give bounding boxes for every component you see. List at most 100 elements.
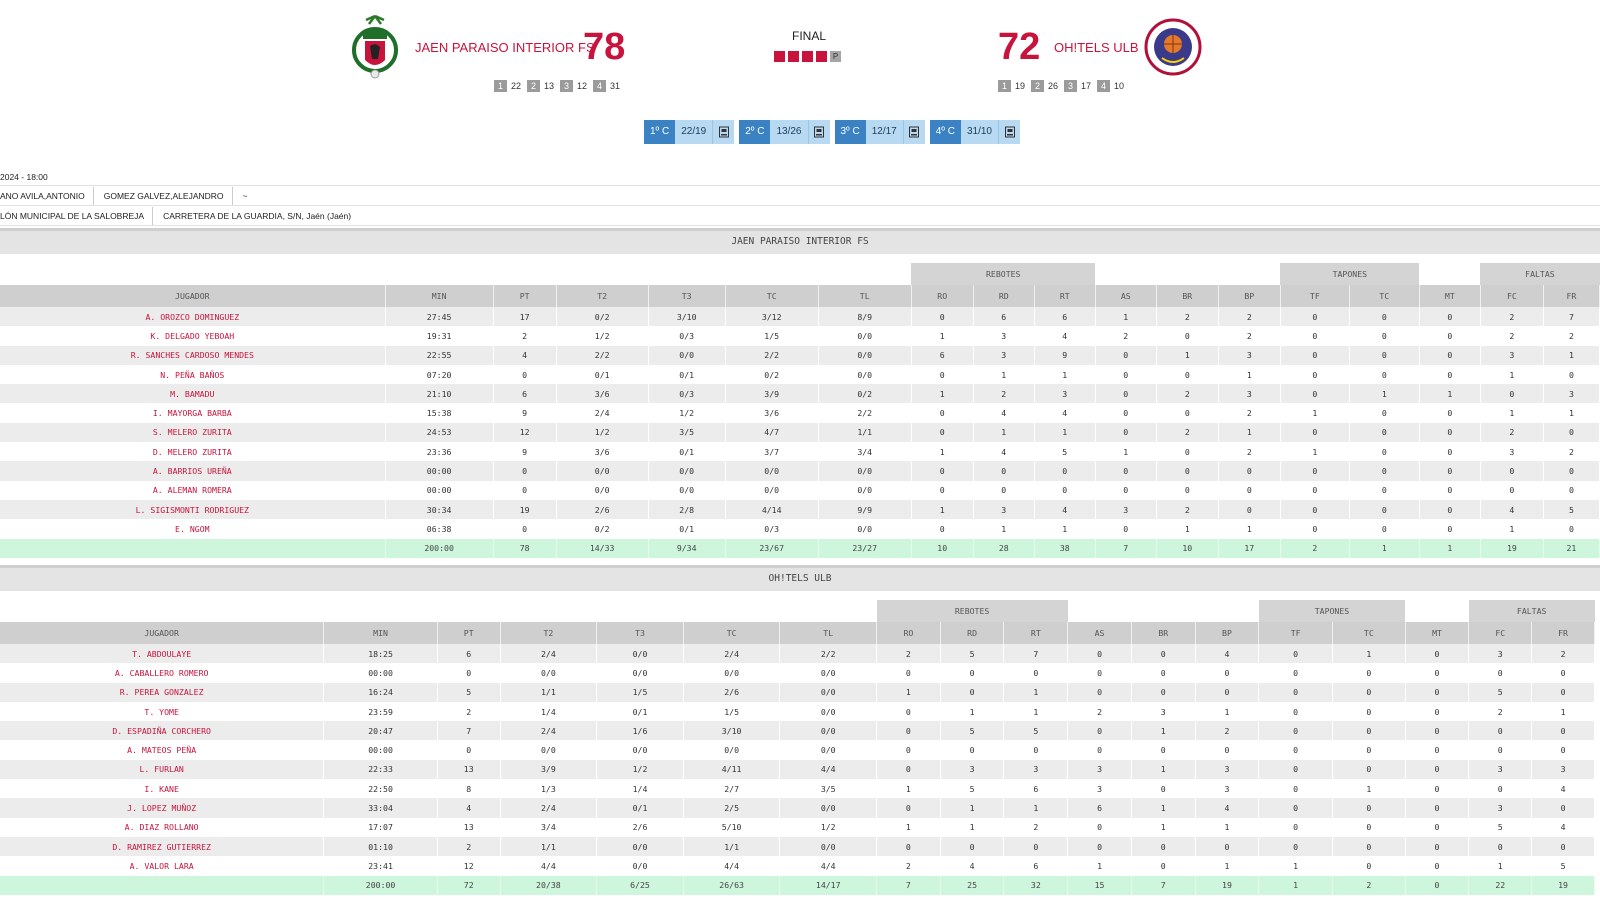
away-team-logo[interactable]: [1144, 18, 1202, 76]
player-name-link[interactable]: A. ALEMAN ROMERA: [0, 480, 386, 500]
tab-quarter-label: 4º C: [929, 120, 961, 144]
column-header-t2[interactable]: T2: [500, 622, 598, 644]
player-name-link[interactable]: D. MELERO ZURITA: [0, 442, 386, 462]
tab-quarter-2[interactable]: 2º C 13/26: [739, 120, 830, 144]
column-header-rd[interactable]: RD: [973, 285, 1035, 307]
column-header-tc[interactable]: TC: [725, 285, 819, 307]
column-header-t2[interactable]: T2: [556, 285, 649, 307]
column-header-br[interactable]: BR: [1131, 622, 1196, 644]
column-header-rt[interactable]: RT: [1003, 622, 1069, 644]
column-header-as[interactable]: AS: [1095, 285, 1157, 307]
column-header-pt[interactable]: PT: [437, 622, 501, 644]
player-name-link[interactable]: A. DIAZ ROLLANO: [0, 817, 325, 837]
stat-tc: 0: [1349, 461, 1420, 481]
column-header-tc[interactable]: TC: [683, 622, 781, 644]
player-name-link[interactable]: I. KANE: [0, 779, 325, 799]
stat-rd: 2: [973, 384, 1035, 404]
stat-fr: 1: [1543, 345, 1600, 365]
column-header-min[interactable]: MIN: [323, 622, 438, 644]
stat-ro: 0: [911, 364, 974, 385]
home-team-name[interactable]: JAEN PARAISO INTERIOR FS: [415, 40, 595, 55]
stat-tc: 0: [1349, 403, 1420, 423]
column-header-min[interactable]: MIN: [385, 285, 494, 307]
home-team-logo[interactable]: [352, 14, 398, 80]
stat-ro: 0: [911, 403, 974, 423]
stats-sheet-icon[interactable]: [998, 120, 1020, 144]
stat-mt: 0: [1405, 740, 1470, 760]
stats-sheet-icon[interactable]: [807, 120, 830, 144]
away-team-name[interactable]: OH!TELS ULB: [1054, 40, 1139, 55]
player-name-link[interactable]: A. OROZCO DOMINGUEZ: [0, 307, 386, 327]
stat-tc: 0: [1332, 721, 1406, 741]
stat-br: 1: [1156, 345, 1219, 365]
player-name-link[interactable]: A. MATEOS PEÑA: [0, 740, 325, 760]
column-header-jugador[interactable]: JUGADOR: [0, 622, 325, 644]
stat-br: 0: [1131, 856, 1196, 876]
total-t3: 9/34: [648, 538, 726, 558]
player-name-link[interactable]: M. BAMADU: [0, 384, 386, 404]
player-name-link[interactable]: L. FURLAN: [0, 759, 325, 780]
tab-quarter-3[interactable]: 3º C 12/17: [834, 120, 925, 144]
player-name-link[interactable]: S. MELERO ZURITA: [0, 422, 386, 443]
stat-min: 06:38: [385, 519, 494, 539]
column-header-fr[interactable]: FR: [1531, 622, 1595, 644]
stats-sheet-icon[interactable]: [902, 120, 925, 144]
column-header-t3[interactable]: T3: [596, 622, 684, 644]
player-name-link[interactable]: T. ABDOULAYE: [0, 644, 325, 664]
column-header-jugador[interactable]: JUGADOR: [0, 285, 386, 307]
column-header-ro[interactable]: RO: [911, 285, 974, 307]
column-header-tf[interactable]: TF: [1280, 285, 1350, 307]
column-header-rt[interactable]: RT: [1034, 285, 1096, 307]
column-header-ro[interactable]: RO: [876, 622, 941, 644]
player-name-link[interactable]: D. ESPADIÑA CORCHERO: [0, 721, 325, 741]
column-header-tc[interactable]: TC: [1332, 622, 1406, 644]
column-header-as[interactable]: AS: [1067, 622, 1132, 644]
column-header-mt[interactable]: MT: [1405, 622, 1470, 644]
stat-tc: 4/11: [683, 759, 781, 780]
player-name-link[interactable]: K. DELGADO YEBOAH: [0, 326, 386, 346]
total-br: 10: [1156, 538, 1219, 558]
column-header-tc[interactable]: TC: [1349, 285, 1420, 307]
stat-t3: 0/1: [648, 519, 726, 539]
stats-sheet-icon[interactable]: [712, 120, 735, 144]
player-name-link[interactable]: R. SANCHES CARDOSO MENDES: [0, 345, 386, 365]
stat-rd: 6: [973, 307, 1035, 327]
player-name-link[interactable]: T. YOME: [0, 701, 325, 722]
stat-tl: 0/0: [779, 836, 878, 857]
column-header-tf[interactable]: TF: [1258, 622, 1333, 644]
column-header-bp[interactable]: BP: [1195, 622, 1260, 644]
player-name-link[interactable]: D. RAMIREZ GUTIERREZ: [0, 836, 325, 857]
column-header-t3[interactable]: T3: [648, 285, 726, 307]
player-name-link[interactable]: J. LOPEZ MUÑOZ: [0, 798, 325, 818]
stat-rt: 1: [1003, 798, 1069, 818]
tab-quarter-4[interactable]: 4º C 31/10: [929, 120, 1020, 144]
column-header-tl[interactable]: TL: [779, 622, 878, 644]
stat-pt: 0: [493, 480, 557, 500]
player-name-link[interactable]: I. MAYORGA BARBA: [0, 403, 386, 423]
stat-t2: 3/4: [500, 817, 598, 837]
stat-rt: 7: [1003, 644, 1069, 664]
stat-fc: 0: [1480, 461, 1544, 481]
player-name-link[interactable]: R. PEREA GONZALEZ: [0, 682, 325, 702]
column-header-tl[interactable]: TL: [818, 285, 912, 307]
player-name-link[interactable]: E. NGOM: [0, 519, 386, 539]
column-header-fc[interactable]: FC: [1468, 622, 1533, 644]
stat-bp: 1: [1218, 422, 1281, 443]
column-header-bp[interactable]: BP: [1218, 285, 1281, 307]
column-header-mt[interactable]: MT: [1419, 285, 1481, 307]
player-name-link[interactable]: N. PEÑA BAÑOS: [0, 364, 386, 385]
column-header-br[interactable]: BR: [1156, 285, 1219, 307]
column-header-pt[interactable]: PT: [493, 285, 557, 307]
stat-tc: 0: [1332, 701, 1406, 722]
tab-quarter-1[interactable]: 1º C 22/19: [644, 120, 735, 144]
total-t3: 6/25: [596, 875, 684, 895]
stat-bp: 2: [1218, 326, 1281, 346]
stat-mt: 0: [1419, 519, 1481, 539]
player-name-link[interactable]: A. BARRIOS UREÑA: [0, 461, 386, 481]
player-name-link[interactable]: A. VALOR LARA: [0, 856, 325, 876]
column-header-rd[interactable]: RD: [940, 622, 1005, 644]
player-name-link[interactable]: A. CABALLERO ROMERO: [0, 663, 325, 683]
player-name-link[interactable]: L. SIGISMONTI RODRIGUEZ: [0, 499, 386, 520]
column-header-fr[interactable]: FR: [1543, 285, 1600, 307]
column-header-fc[interactable]: FC: [1480, 285, 1544, 307]
